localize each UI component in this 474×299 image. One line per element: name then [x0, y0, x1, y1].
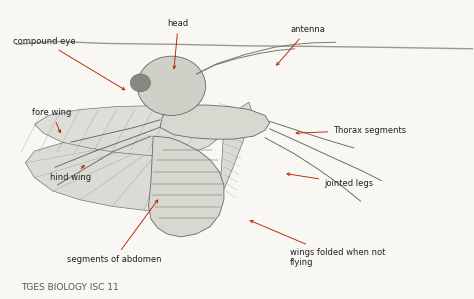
Polygon shape	[160, 105, 270, 139]
Polygon shape	[26, 135, 187, 211]
Text: hind wing: hind wing	[51, 165, 91, 182]
Text: antenna: antenna	[277, 25, 325, 65]
Text: segments of abdomen: segments of abdomen	[67, 200, 162, 264]
Polygon shape	[35, 106, 224, 156]
Text: TGES BIOLOGY ISC 11: TGES BIOLOGY ISC 11	[21, 283, 118, 292]
Ellipse shape	[137, 56, 206, 115]
Text: Thorax segments: Thorax segments	[296, 126, 407, 135]
Ellipse shape	[130, 74, 150, 92]
Polygon shape	[215, 102, 251, 221]
Text: jointed legs: jointed legs	[287, 173, 374, 188]
Text: compound eye: compound eye	[13, 37, 125, 90]
Polygon shape	[149, 136, 224, 237]
Text: head: head	[168, 19, 189, 69]
Text: wings folded when not
flying: wings folded when not flying	[250, 220, 385, 267]
Text: fore wing: fore wing	[32, 108, 72, 133]
